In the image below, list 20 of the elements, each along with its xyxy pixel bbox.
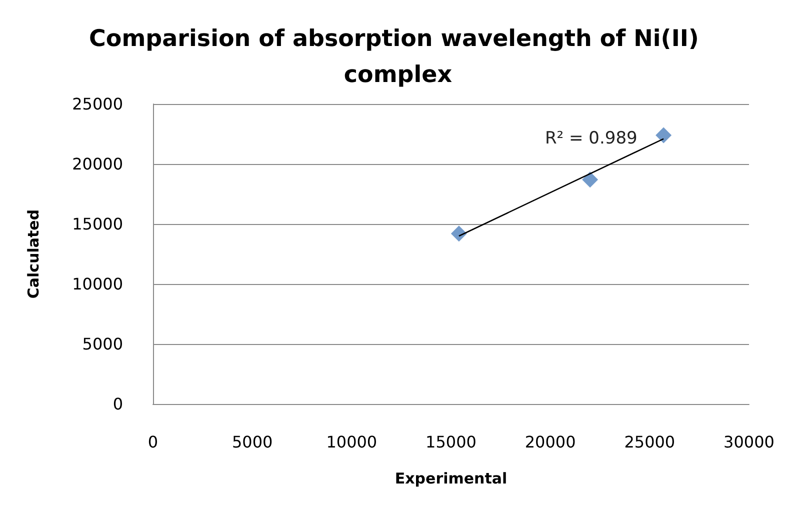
x-tick-label: 20000: [524, 432, 576, 452]
point: [582, 172, 598, 188]
y-axis-title: Calculated: [24, 209, 42, 299]
y-tick-label: 10000: [72, 274, 123, 294]
x-tick-label: 0: [148, 432, 158, 452]
x-tick-label: 5000: [232, 432, 273, 452]
x-tick-label: 25000: [624, 432, 676, 452]
y-tick-label: 5000: [82, 334, 123, 354]
y-tick-label: 20000: [72, 154, 123, 174]
x-tick-label: 15000: [426, 432, 476, 452]
chart-title: Comparision of absorption wavelength of Ni(II) complex: [89, 26, 707, 88]
y-tick-label: 25000: [72, 94, 123, 114]
x-tick-label: 10000: [326, 432, 378, 452]
annotation: R² = 0.989: [545, 128, 638, 148]
y-tick-label: 15000: [72, 214, 123, 234]
point: [450, 226, 467, 242]
y-tick-label: 0: [112, 394, 123, 414]
x-tick-label: 30000: [724, 432, 774, 452]
point: [656, 127, 672, 144]
x-axis-title: Experimental: [394, 470, 508, 488]
